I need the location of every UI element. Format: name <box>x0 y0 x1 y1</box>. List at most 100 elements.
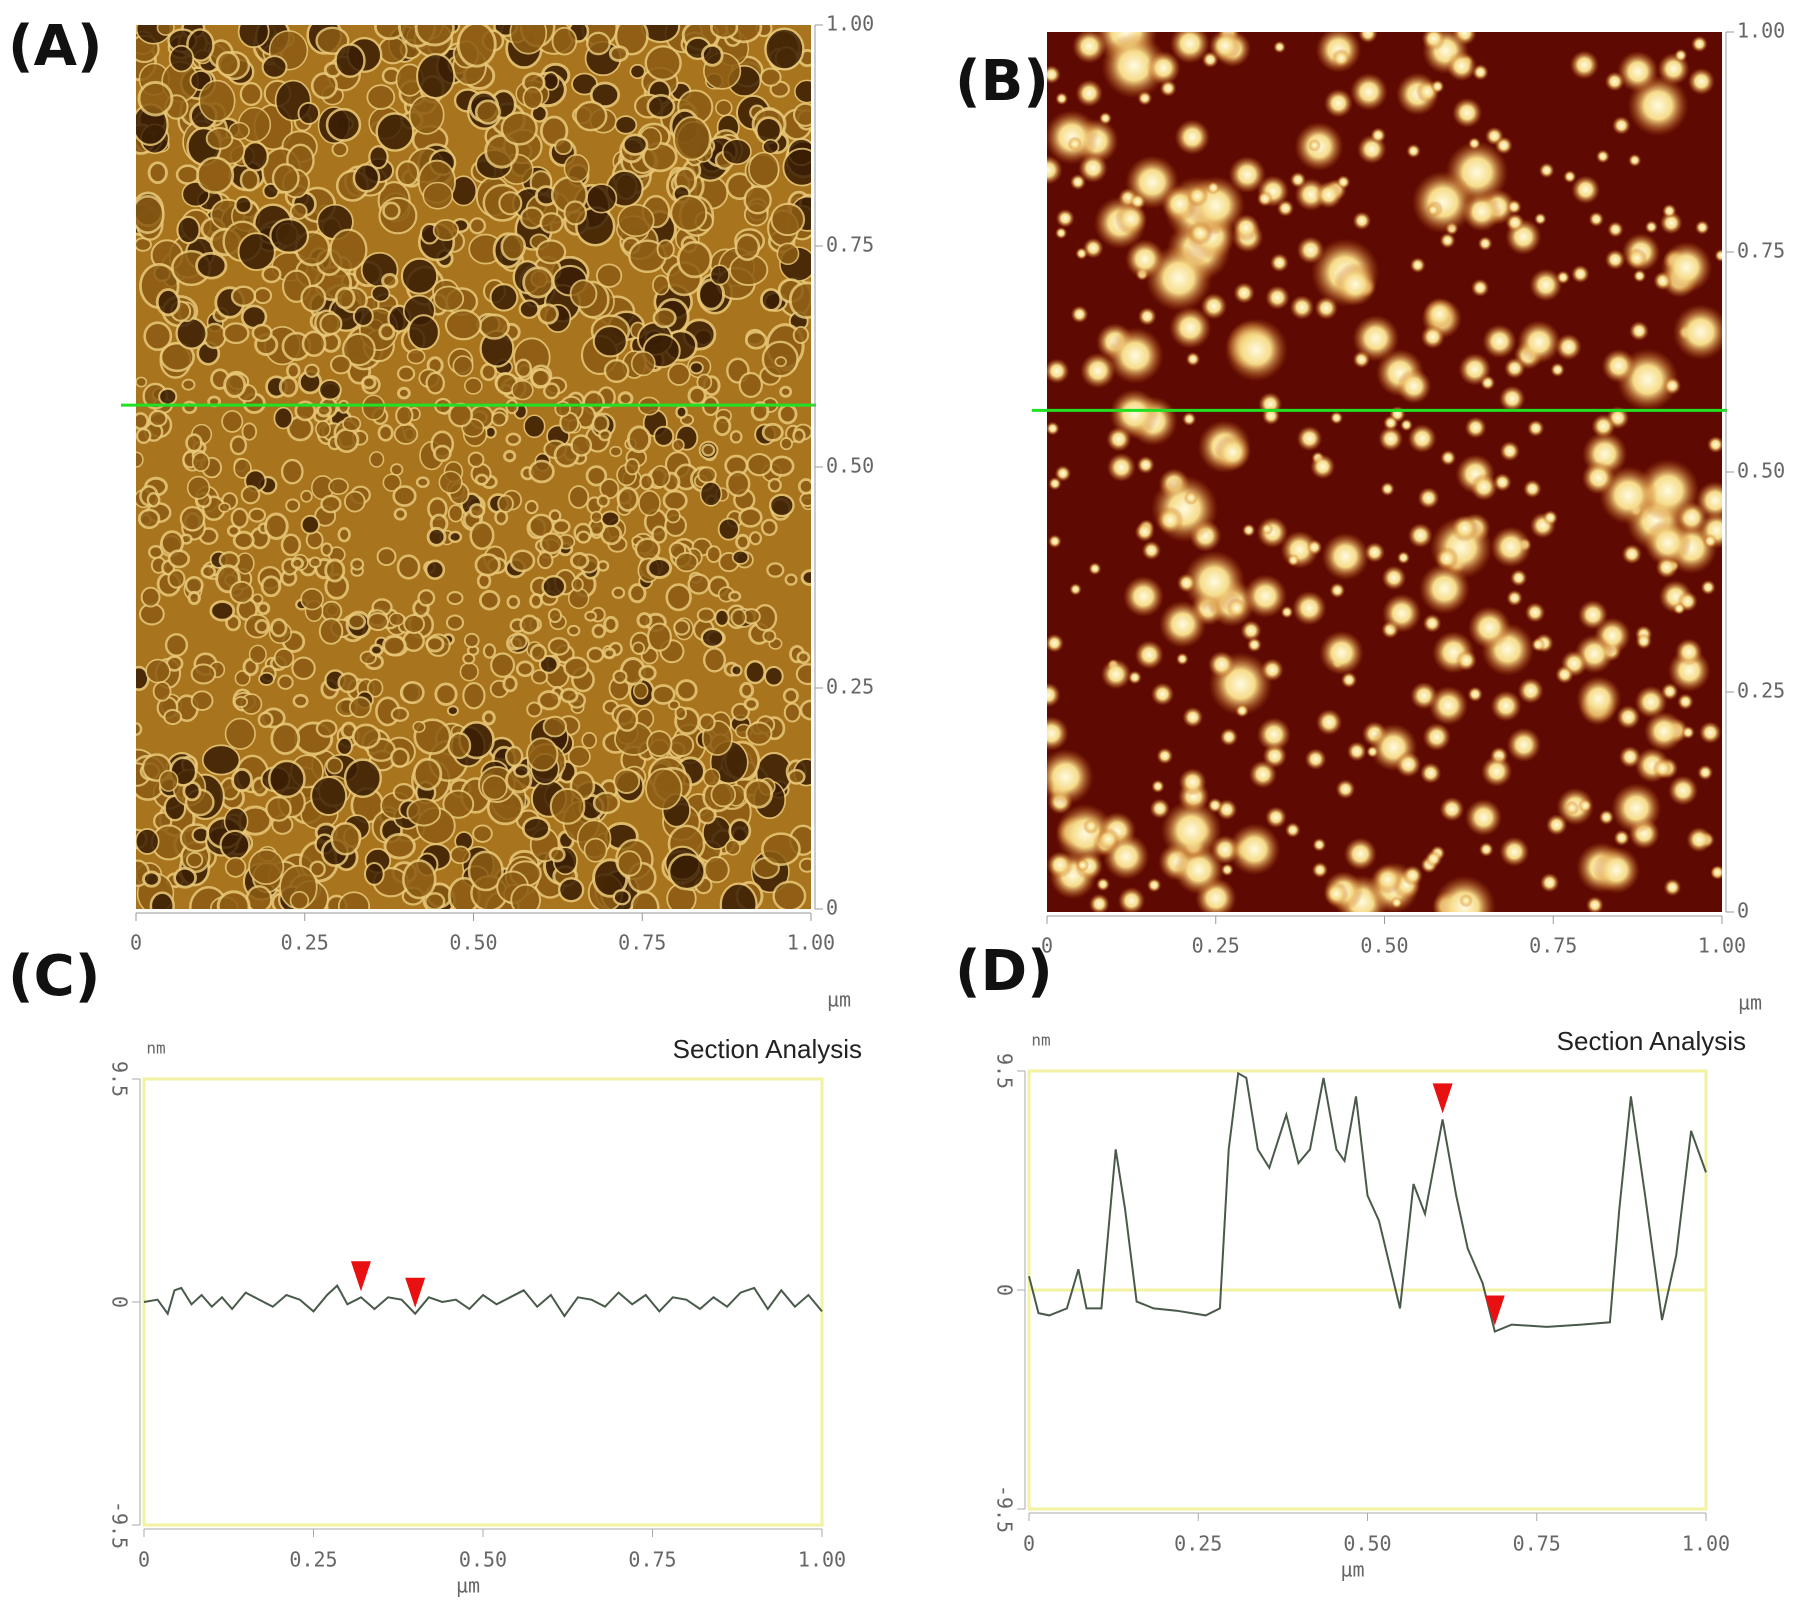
pore <box>136 376 148 388</box>
pore <box>351 723 381 750</box>
pore <box>777 403 798 425</box>
pore <box>509 25 548 55</box>
pore <box>400 680 425 705</box>
particle <box>1593 846 1640 894</box>
particle <box>1082 237 1104 259</box>
panel-label: (B) <box>955 49 1049 114</box>
pore <box>425 635 445 653</box>
particle <box>1465 798 1503 836</box>
y-tick-label: 0.75 <box>1737 239 1785 263</box>
pore <box>484 133 519 169</box>
pore <box>526 701 543 718</box>
pore <box>432 444 452 463</box>
particle <box>1366 745 1379 758</box>
pore <box>270 618 288 638</box>
particle <box>1467 606 1511 650</box>
pore <box>796 650 811 665</box>
pore <box>551 26 578 56</box>
particle <box>1470 473 1498 501</box>
pore <box>334 286 356 310</box>
pore <box>542 71 560 91</box>
pore <box>468 503 486 519</box>
particle <box>1506 199 1522 215</box>
particle <box>1697 764 1714 781</box>
particle <box>1106 426 1132 452</box>
pore <box>491 411 508 427</box>
particle <box>1499 385 1526 412</box>
pore <box>631 641 646 655</box>
pore <box>710 25 739 40</box>
pore <box>146 492 161 508</box>
pore <box>452 355 474 377</box>
particle <box>1075 79 1103 107</box>
particle <box>1141 540 1162 561</box>
x-unit: µm <box>1340 1558 1364 1582</box>
pore <box>198 79 236 122</box>
pore <box>795 663 811 686</box>
particle <box>1634 685 1668 719</box>
pore <box>328 477 349 495</box>
pore <box>670 194 708 232</box>
x-tick-label: 0.75 <box>618 931 666 955</box>
pore <box>280 458 304 485</box>
particle <box>1695 220 1710 235</box>
pore <box>697 466 717 484</box>
pore <box>300 587 324 611</box>
pore <box>329 354 352 375</box>
pore <box>300 489 313 503</box>
pore <box>241 141 270 172</box>
particle <box>1182 412 1197 426</box>
particle <box>1047 155 1063 185</box>
pore <box>782 687 799 704</box>
particle <box>1343 837 1377 871</box>
pore <box>549 787 586 825</box>
particle <box>1538 162 1555 179</box>
pore <box>721 138 752 166</box>
pore <box>234 195 253 215</box>
particle <box>1047 682 1061 708</box>
pore <box>402 630 425 652</box>
pore <box>368 145 389 170</box>
pore <box>273 406 294 430</box>
particle <box>1481 755 1513 787</box>
particle <box>1331 48 1351 68</box>
particle <box>1047 716 1069 751</box>
pore <box>143 321 173 351</box>
particle <box>1311 861 1329 878</box>
pore <box>218 502 231 513</box>
pore <box>186 28 215 62</box>
pore <box>529 643 547 663</box>
pore <box>230 285 257 308</box>
panel-label: (C) <box>8 944 100 1009</box>
pore <box>167 549 191 569</box>
particle <box>1070 305 1089 324</box>
particle <box>1477 236 1493 251</box>
pore <box>239 168 260 192</box>
y-tick-label: 0.50 <box>1737 459 1785 483</box>
pore <box>600 510 621 528</box>
particle <box>1571 175 1601 205</box>
pore <box>337 399 350 414</box>
particle <box>1117 887 1146 912</box>
pore <box>240 485 261 505</box>
particle <box>1321 532 1370 581</box>
pore <box>285 498 301 513</box>
pore <box>563 153 590 183</box>
y-tick-label: 0.25 <box>826 675 874 699</box>
particle <box>1076 858 1090 872</box>
pore <box>352 305 374 327</box>
pore <box>738 371 764 398</box>
particle <box>1260 658 1284 682</box>
pore <box>522 86 543 110</box>
plot-title: Section Analysis <box>1557 1026 1746 1056</box>
pore <box>145 658 171 684</box>
particle <box>1107 327 1164 384</box>
particle <box>1273 40 1286 54</box>
particle <box>1699 721 1722 744</box>
pore <box>656 239 675 260</box>
particle <box>1314 181 1343 209</box>
particle <box>1417 487 1440 509</box>
pore <box>231 767 253 793</box>
particle <box>1336 175 1351 189</box>
